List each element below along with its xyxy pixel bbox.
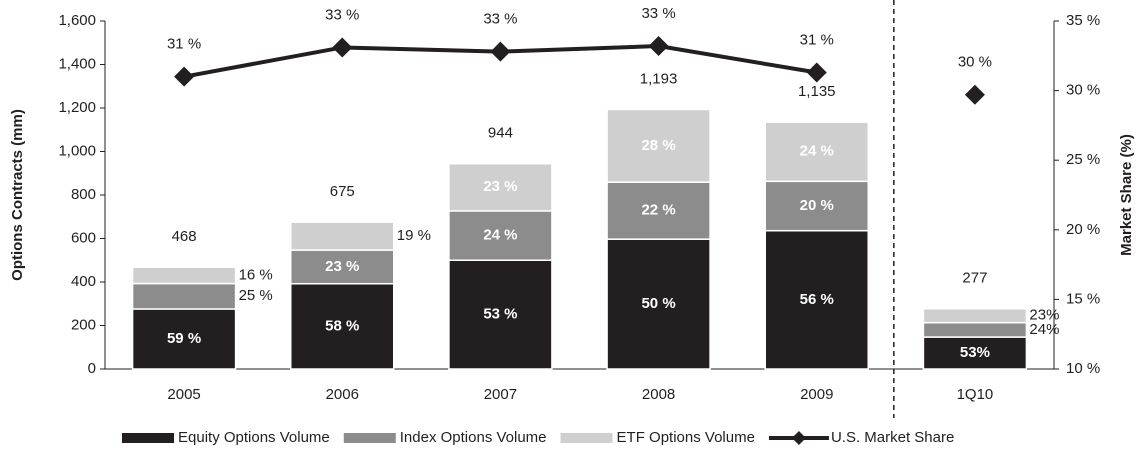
share-marker [490,41,511,62]
segment-label: 16 % [239,266,273,283]
share-marker [806,62,827,83]
y-tick-label: 800 [71,186,96,203]
y-tick-label: 400 [71,273,96,290]
bar-segment [448,259,553,370]
x-tick-label: 2007 [484,386,517,403]
bar-segment [764,180,869,232]
segment-label: 50 % [641,295,675,312]
total-label: 277 [962,270,987,287]
total-label: 468 [172,228,197,245]
segment-label: 24 % [800,143,834,160]
y2-tick-label: 25 % [1066,151,1100,168]
bar-segment [922,308,1028,324]
segment-label: 58 % [325,317,359,334]
segment-label: 22 % [641,202,675,219]
segment-label: 23 % [483,178,517,195]
legend-marker [791,431,806,445]
bar-segment [131,308,237,370]
segment-label: 24% [1029,321,1059,338]
bar-segment [448,162,553,212]
segment-label: 23% [1029,307,1059,324]
total-label: 675 [330,183,355,200]
bar-segment [764,229,869,370]
share-marker [964,84,985,105]
y-tick-label: 1,400 [58,55,96,72]
x-tick-label: 1Q10 [957,386,994,403]
bar-segment [764,121,869,183]
y-tick-label: 1,200 [58,99,96,116]
bar-segment [290,221,395,251]
segment-label: 59 % [167,330,201,347]
y-tick-label: 600 [71,229,96,246]
y-axis-title: Options Contracts (mm) [9,109,26,281]
share-label: 33 % [641,5,675,22]
x-tick-label: 2006 [326,386,359,403]
y-tick-label: 200 [71,316,96,333]
legend-label: Equity Options Volume [178,429,330,446]
total-label: 944 [488,125,513,142]
share-marker [332,37,353,58]
share-marker [648,36,669,57]
y2-tick-label: 35 % [1066,12,1100,29]
segment-label: 19 % [397,227,431,244]
total-label: 1,135 [798,83,836,100]
share-label: 30 % [958,54,992,71]
bar-segment [131,282,237,310]
bar-segment [922,321,1028,338]
segment-label: 53% [960,344,990,361]
legend-swatch [122,433,174,443]
y2-axis-title: Market Share (%) [1118,134,1135,256]
segment-label: 20 % [800,197,834,214]
bar-segment [922,336,1028,370]
legend-label: ETF Options Volume [617,429,755,446]
x-tick-label: 2005 [167,386,200,403]
y-tick-label: 1,000 [58,142,96,159]
bar-segment [448,210,553,262]
bar-segment [131,266,237,285]
legend-swatch [560,433,613,443]
share-label: 31 % [800,31,834,48]
y2-tick-label: 20 % [1066,221,1100,238]
segment-label: 53 % [483,306,517,323]
x-tick-label: 2009 [800,386,833,403]
y-tick-label: 1,600 [58,12,96,29]
segment-label: 25 % [239,287,273,304]
segment-label: 24 % [483,227,517,244]
bar-segment [606,108,711,183]
segment-label: 23 % [325,258,359,275]
bar-segment [290,282,395,370]
legend-swatch [343,433,396,443]
legend-label: Index Options Volume [400,429,547,446]
y2-tick-label: 15 % [1066,290,1100,307]
y2-tick-label: 30 % [1066,82,1100,99]
share-label: 31 % [167,36,201,53]
segment-label: 28 % [641,137,675,154]
x-tick-label: 2008 [642,386,675,403]
total-label: 1,193 [640,70,678,87]
share-marker [174,66,195,87]
bar-segment [290,249,395,285]
legend-label: U.S. Market Share [831,429,954,446]
y2-tick-label: 10 % [1066,360,1100,377]
segment-label: 56 % [800,291,834,308]
bar-segment [606,181,711,240]
share-label: 33 % [483,11,517,28]
bar-segment [606,238,711,370]
share-label: 33 % [325,6,359,23]
y-tick-label: 0 [88,360,96,377]
